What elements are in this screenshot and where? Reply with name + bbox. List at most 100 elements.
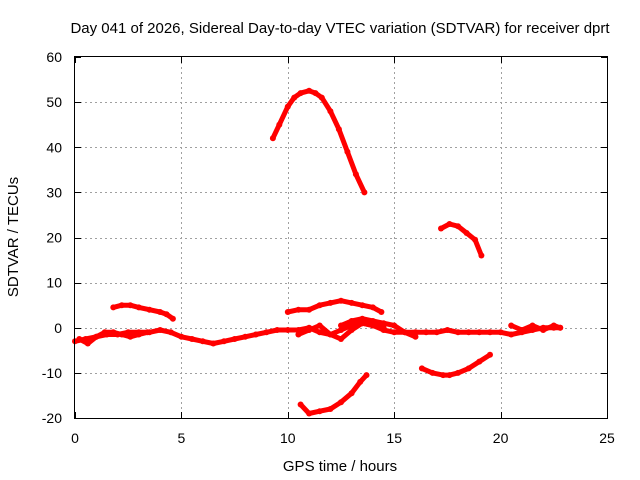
data-point <box>306 327 313 333</box>
x-tick-label: 20 <box>493 430 509 446</box>
data-point <box>144 329 151 336</box>
series-arc-e <box>295 320 387 342</box>
y-tick-label: -10 <box>42 365 62 381</box>
data-point <box>338 297 344 304</box>
data-point <box>189 336 195 342</box>
data-point <box>327 406 334 412</box>
data-point <box>359 320 366 327</box>
data-point <box>508 322 515 329</box>
data-point <box>440 372 447 379</box>
data-point <box>418 365 425 372</box>
data-point <box>348 318 355 324</box>
x-tick-label: 0 <box>71 430 79 446</box>
data-layer <box>72 87 564 417</box>
data-point <box>444 327 451 333</box>
chart-title: Day 041 of 2026, Sidereal Day-to-day VTE… <box>70 20 610 37</box>
data-point <box>318 94 325 101</box>
data-point <box>221 338 227 345</box>
x-tick-label: 15 <box>386 430 402 446</box>
data-point <box>297 90 304 97</box>
data-point <box>306 306 313 313</box>
data-point <box>169 315 176 322</box>
data-point <box>540 327 547 333</box>
data-point <box>316 329 323 336</box>
data-point <box>284 327 291 333</box>
data-point <box>335 126 342 133</box>
data-point <box>508 331 515 338</box>
y-tick-label: 0 <box>54 320 62 336</box>
series-arc-g <box>297 372 370 417</box>
data-point <box>135 331 142 338</box>
y-tick-label: 10 <box>46 275 62 291</box>
series-arc-h <box>438 221 485 259</box>
data-point <box>306 87 313 94</box>
data-point <box>163 311 170 318</box>
data-point <box>316 322 323 329</box>
data-point <box>446 221 453 227</box>
data-point <box>157 327 164 333</box>
series-arc-j <box>508 322 564 333</box>
data-point <box>472 236 479 243</box>
data-point <box>361 189 368 196</box>
data-point <box>93 333 100 340</box>
data-point <box>359 315 366 322</box>
data-point <box>231 336 238 342</box>
data-point <box>497 329 504 336</box>
y-tick-label: 20 <box>46 230 62 246</box>
data-point <box>348 390 355 397</box>
data-point <box>127 333 134 340</box>
data-point <box>369 318 376 324</box>
data-point <box>242 333 249 340</box>
tick-layer <box>75 57 608 419</box>
y-tick-label: 30 <box>46 184 62 200</box>
data-point <box>291 94 298 101</box>
data-point <box>363 372 370 379</box>
data-point <box>465 365 472 372</box>
data-point <box>455 223 461 230</box>
y-tick-label: 60 <box>46 49 62 65</box>
series-arc-f <box>338 315 419 340</box>
series-arc-c <box>269 87 368 196</box>
x-tick-label: 5 <box>178 430 186 446</box>
data-point <box>529 322 536 329</box>
x-axis-title: GPS time / hours <box>283 458 397 475</box>
data-point <box>433 329 440 336</box>
data-point <box>391 322 398 329</box>
data-point <box>369 322 376 329</box>
data-point <box>146 306 153 313</box>
data-point <box>295 306 302 313</box>
data-point <box>550 322 557 329</box>
data-point <box>297 401 304 408</box>
series-arc-d <box>284 297 385 315</box>
data-point <box>380 320 387 327</box>
data-point <box>274 327 281 333</box>
y-tick-label: 50 <box>46 94 62 110</box>
data-point <box>135 304 142 311</box>
data-point <box>199 338 206 345</box>
data-point <box>118 331 125 338</box>
data-point <box>369 304 376 311</box>
data-point <box>423 329 430 336</box>
data-point <box>284 309 291 315</box>
data-point <box>110 304 117 311</box>
data-point <box>338 327 344 333</box>
series-arc-b <box>110 302 176 322</box>
data-point <box>465 329 472 336</box>
data-point <box>476 329 483 336</box>
data-point <box>295 331 302 338</box>
plot-frame <box>74 56 608 419</box>
data-point <box>438 225 444 232</box>
data-point <box>401 329 408 336</box>
data-point <box>269 135 276 142</box>
x-tick-label: 10 <box>280 430 296 446</box>
data-point <box>478 252 485 259</box>
data-point <box>127 302 134 309</box>
data-point <box>76 336 83 342</box>
data-point <box>348 299 355 306</box>
y-axis-title: SDTVAR / TECUs <box>5 177 22 297</box>
data-point <box>210 340 217 347</box>
data-point <box>446 372 453 379</box>
data-point <box>518 327 525 333</box>
data-point <box>429 369 436 376</box>
